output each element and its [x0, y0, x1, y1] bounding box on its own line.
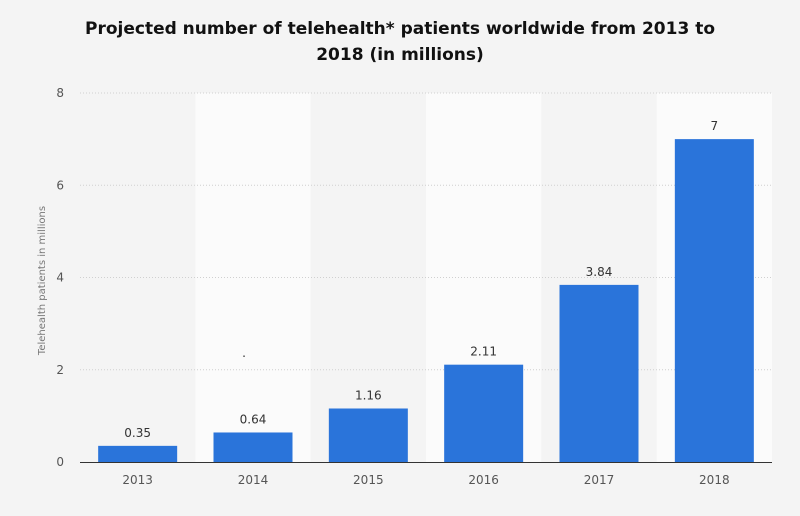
chart-title-line-2: 2018 (in millions): [316, 45, 484, 65]
bar: [559, 284, 639, 462]
background-band: [195, 93, 311, 462]
stray-mark: .: [242, 346, 246, 360]
data-label: 0.35: [124, 426, 151, 440]
bar: [444, 364, 524, 462]
x-tick-label: 2016: [468, 473, 499, 487]
y-tick-label: 8: [56, 86, 64, 100]
y-tick-label: 0: [56, 455, 64, 469]
chart-title-line-1: Projected number of telehealth* patients…: [84, 19, 716, 39]
y-tick-label: 4: [56, 271, 64, 285]
data-label: 0.64: [240, 412, 267, 426]
y-axis-title: Telehealth patients in millions: [37, 206, 48, 356]
bar: [328, 408, 408, 462]
data-label: 3.84: [586, 265, 613, 279]
x-tick-label: 2018: [699, 473, 730, 487]
chart-title: Projected number of telehealth* patients…: [0, 16, 800, 68]
bar: [98, 445, 178, 462]
x-tick-label: 2017: [584, 473, 615, 487]
data-label: 2.11: [470, 345, 497, 359]
y-tick-label: 6: [56, 178, 64, 192]
x-tick-label: 2014: [238, 473, 269, 487]
x-tick-label: 2015: [353, 473, 384, 487]
x-tick-label: 2013: [122, 473, 153, 487]
data-label: 7: [711, 119, 719, 133]
bar: [674, 139, 754, 462]
data-label: 1.16: [355, 388, 382, 402]
y-tick-label: 2: [56, 363, 64, 377]
bar: [213, 432, 293, 462]
